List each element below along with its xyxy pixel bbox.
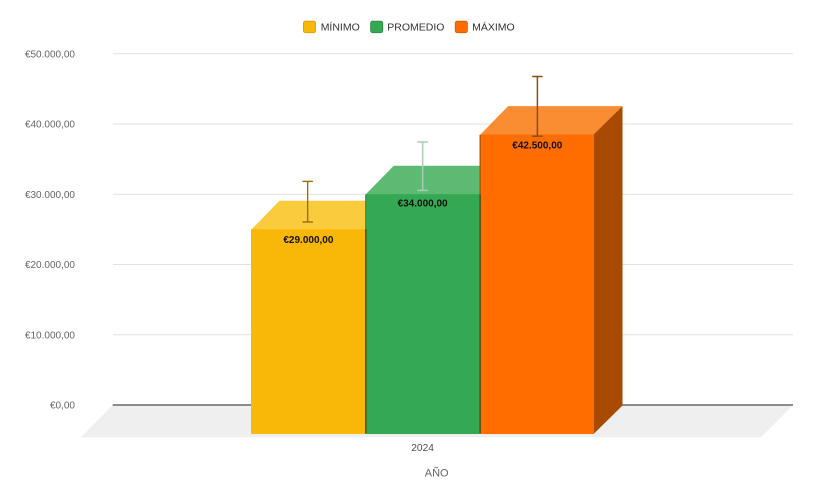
svg-text:€42.500,00: €42.500,00: [512, 140, 562, 151]
svg-text:2024: 2024: [411, 443, 434, 454]
svg-text:€30.000,00: €30.000,00: [25, 190, 75, 201]
svg-text:MÁXIMO: MÁXIMO: [472, 21, 515, 34]
svg-text:AÑO: AÑO: [425, 466, 449, 479]
svg-text:€50.000,00: €50.000,00: [25, 50, 75, 61]
svg-text:MÍNIMO: MÍNIMO: [321, 21, 360, 34]
svg-text:€0,00: €0,00: [50, 401, 75, 412]
svg-text:€34.000,00: €34.000,00: [398, 199, 448, 210]
svg-text:€29.000,00: €29.000,00: [283, 235, 333, 246]
svg-text:€40.000,00: €40.000,00: [25, 120, 75, 131]
svg-text:€20.000,00: €20.000,00: [25, 260, 75, 271]
svg-text:€10.000,00: €10.000,00: [25, 331, 75, 342]
svg-text:PROMEDIO: PROMEDIO: [387, 22, 444, 34]
